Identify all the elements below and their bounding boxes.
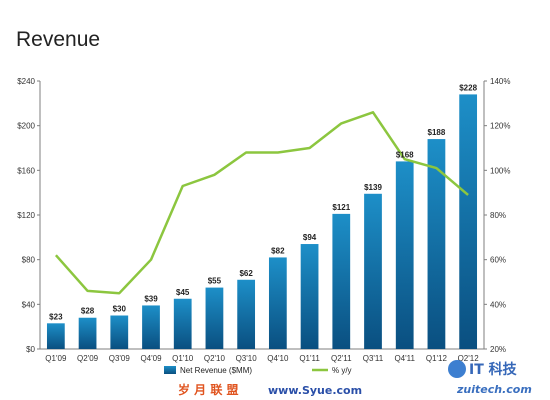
- left-tick-label: $200: [17, 122, 35, 131]
- x-tick-label: Q2'10: [204, 354, 226, 363]
- legend-bar-swatch: [164, 366, 176, 374]
- bar: [205, 287, 224, 349]
- data-label: $62: [239, 269, 253, 278]
- right-tick-label: 20%: [490, 345, 506, 354]
- x-tick-label: Q1'11: [299, 354, 320, 363]
- yoy-line: [54, 111, 469, 295]
- bar: [142, 305, 160, 349]
- right-tick-label: 80%: [490, 211, 506, 220]
- x-tick-label: Q2'09: [77, 354, 99, 363]
- data-label: $39: [144, 294, 158, 303]
- bar: [110, 315, 129, 349]
- right-tick-label: 40%: [490, 300, 506, 309]
- bar: [46, 323, 65, 349]
- left-tick-label: $40: [22, 300, 36, 309]
- bar: [268, 257, 287, 349]
- bar: [300, 244, 319, 349]
- data-label: $168: [396, 150, 414, 159]
- x-tick-label: Q3'09: [109, 354, 131, 363]
- x-tick-label: Q4'09: [140, 354, 162, 363]
- data-label: $82: [271, 246, 285, 255]
- bar: [237, 279, 256, 349]
- right-tick-label: 60%: [490, 256, 506, 265]
- right-tick-label: 100%: [490, 166, 510, 175]
- data-label: $121: [332, 203, 350, 212]
- data-label: $30: [113, 305, 127, 314]
- x-tick-label: Q1'10: [172, 354, 194, 363]
- left-tick-label: $80: [22, 256, 36, 265]
- x-tick-label: Q1'12: [426, 354, 448, 363]
- right-tick-label: 140%: [490, 77, 510, 86]
- data-label: $55: [208, 277, 222, 286]
- watermark-logo: [448, 360, 466, 378]
- x-tick-label: Q3'11: [363, 354, 384, 363]
- data-label: $45: [176, 288, 190, 297]
- watermark-brand: IT 科技: [469, 361, 518, 378]
- bar: [395, 161, 414, 349]
- watermark-left-text: 岁 月 联 盟: [178, 382, 239, 397]
- legend-line-label: % y/y: [332, 366, 352, 375]
- x-tick-label: Q4'11: [394, 354, 415, 363]
- data-label: $28: [81, 307, 95, 316]
- data-label: $139: [364, 183, 382, 192]
- x-tick-label: Q2'12: [458, 354, 480, 363]
- legend-bar-label: Net Revenue ($MM): [180, 366, 252, 375]
- chart-title: Revenue: [16, 28, 101, 51]
- x-tick-label: Q1'09: [45, 354, 67, 363]
- bar: [78, 317, 97, 349]
- left-tick-label: $0: [26, 345, 35, 354]
- data-label: $23: [49, 312, 63, 321]
- data-label: $188: [428, 128, 446, 137]
- data-label: $228: [459, 83, 477, 92]
- right-tick-label: 120%: [490, 122, 510, 131]
- left-tick-label: $160: [17, 166, 35, 175]
- bar: [173, 298, 192, 349]
- bar: [332, 213, 351, 349]
- watermark-brand-url: zuitech.com: [456, 383, 532, 396]
- x-tick-label: Q4'10: [267, 354, 289, 363]
- left-tick-label: $120: [17, 211, 35, 220]
- bar: [427, 139, 446, 349]
- x-tick-label: Q3'10: [236, 354, 258, 363]
- data-label: $94: [303, 233, 317, 242]
- watermark-url: www.Syue.com: [268, 384, 362, 397]
- left-tick-label: $240: [17, 77, 35, 86]
- x-tick-label: Q2'11: [331, 354, 352, 363]
- bar: [459, 94, 478, 350]
- bar: [364, 193, 382, 349]
